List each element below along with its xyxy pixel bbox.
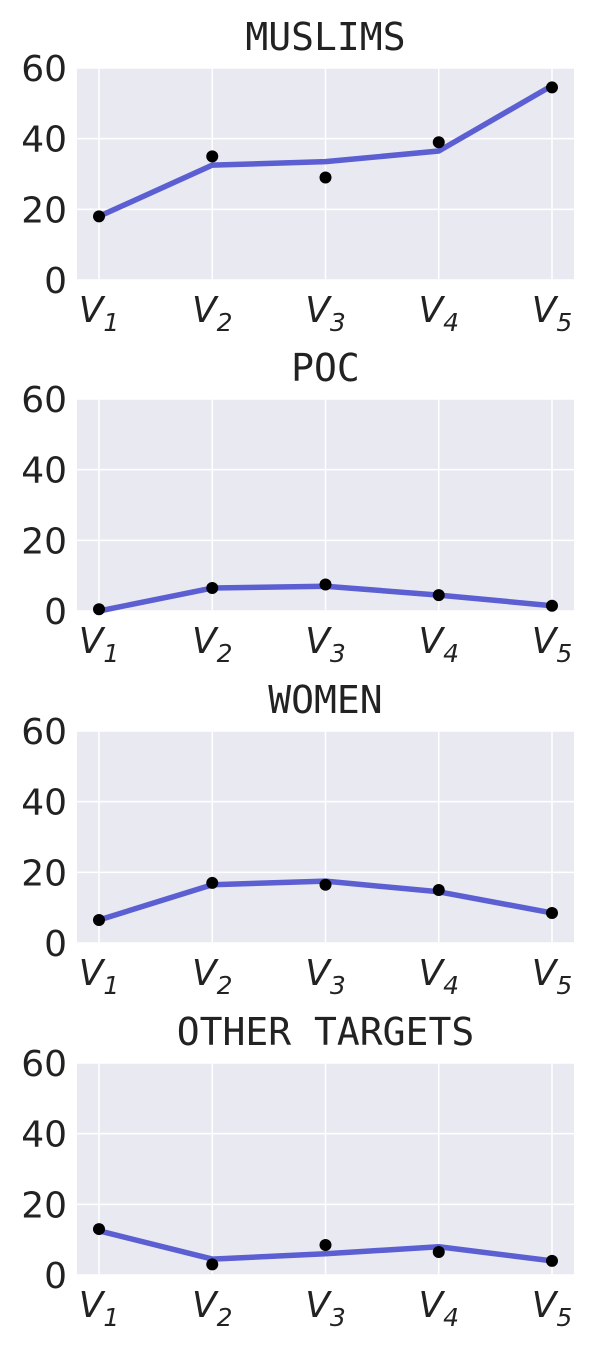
data-point (206, 582, 219, 595)
panel-title: WOMEN (268, 678, 382, 722)
series-line (96, 1228, 555, 1264)
panel-other-targets: OTHER TARGETS 0 20 40 60 V1 V2 V3 V4 V5 (21, 1010, 574, 1332)
x-tick-label: V1 (79, 953, 120, 1000)
panel-poc: POC 0 20 40 60 V1 V2 V3 V4 V5 (21, 346, 574, 668)
y-tick-label: 0 (44, 592, 67, 633)
data-point (319, 1238, 332, 1251)
x-tick-label: V1 (79, 1285, 120, 1332)
data-point (93, 914, 105, 927)
x-tick-label: V2 (192, 953, 233, 1000)
x-tick-label: V3 (305, 953, 346, 1000)
data-point (319, 578, 332, 591)
data-point (93, 210, 105, 223)
data-point (93, 603, 105, 616)
x-tick-label: V2 (192, 290, 233, 337)
y-tick-label: 0 (44, 261, 67, 302)
y-tick-label: 20 (21, 521, 67, 562)
data-point (206, 876, 219, 889)
y-tick-label: 20 (21, 1185, 67, 1226)
data-point (432, 136, 445, 149)
data-point (546, 81, 558, 94)
data-point (546, 1254, 558, 1267)
x-tick-label: V5 (532, 953, 573, 1000)
x-tick-label: V4 (418, 621, 459, 668)
x-tick-label: V5 (532, 1285, 573, 1332)
x-tick-label: V3 (305, 621, 346, 668)
y-tick-label: 40 (21, 1115, 67, 1156)
data-point (432, 1246, 445, 1259)
data-point (432, 884, 445, 896)
data-point (319, 171, 332, 184)
data-point (206, 150, 219, 163)
panel-women: WOMEN 0 20 40 60 V1 V2 V3 V4 V5 (21, 678, 574, 1000)
data-point (93, 1223, 105, 1236)
y-tick-label: 20 (21, 190, 67, 231)
x-tick-label: V5 (532, 290, 573, 337)
data-point (546, 599, 558, 612)
panel-title: OTHER TARGETS (177, 1010, 474, 1054)
data-point (319, 878, 332, 891)
panel-title: MUSLIMS (245, 15, 405, 59)
x-tick-label: V5 (532, 621, 573, 668)
panel-muslims: MUSLIMS 0 20 40 60 V1 V2 V3 V4 V5 (21, 15, 574, 337)
y-tick-label: 40 (21, 120, 67, 161)
y-tick-label: 20 (21, 853, 67, 894)
data-point (546, 906, 558, 919)
x-tick-label: V2 (192, 1285, 233, 1332)
y-tick-label: 60 (21, 380, 67, 421)
x-tick-label: V3 (305, 1285, 346, 1332)
data-point (206, 1258, 219, 1271)
x-tick-label: V2 (192, 621, 233, 668)
y-tick-label: 40 (21, 451, 67, 492)
x-tick-label: V3 (305, 290, 346, 337)
x-tick-label: V4 (418, 953, 459, 1000)
y-tick-label: 60 (21, 712, 67, 753)
y-tick-label: 40 (21, 783, 67, 824)
series-line (96, 82, 555, 220)
panel-title: POC (291, 346, 360, 390)
x-tick-label: V1 (79, 290, 120, 337)
data-point (432, 589, 445, 602)
y-tick-label: 60 (21, 1044, 67, 1085)
y-tick-label: 60 (21, 49, 67, 90)
y-tick-label: 0 (44, 1256, 67, 1297)
x-tick-label: V4 (418, 1285, 459, 1332)
y-tick-label: 0 (44, 924, 67, 965)
x-tick-label: V1 (79, 621, 120, 668)
x-tick-label: V4 (418, 290, 459, 337)
